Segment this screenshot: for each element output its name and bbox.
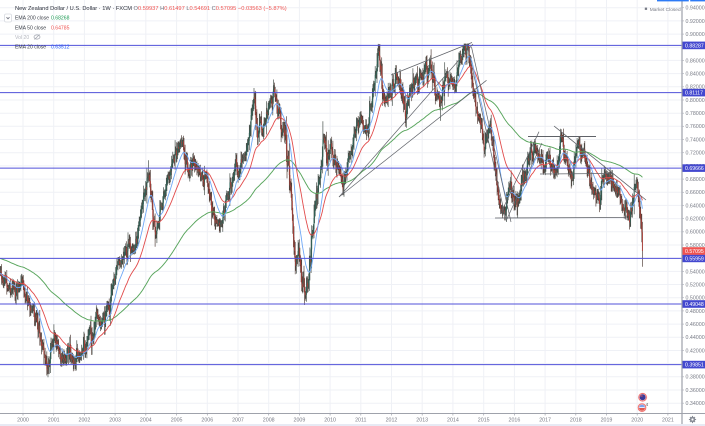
svg-text:2001: 2001 — [48, 417, 60, 423]
svg-text:0.69666: 0.69666 — [685, 166, 704, 172]
svg-text:2012: 2012 — [386, 417, 398, 423]
svg-text:0.55959: 0.55959 — [685, 256, 704, 262]
svg-text:0.36000: 0.36000 — [686, 388, 705, 394]
svg-text:EMA 50 close 0.64785: EMA 50 close 0.64785 — [15, 25, 70, 31]
svg-text:0.57095: 0.57095 — [685, 249, 704, 255]
svg-text:2014: 2014 — [447, 417, 459, 423]
svg-text:2021: 2021 — [662, 417, 674, 423]
svg-text:0.50000: 0.50000 — [686, 296, 705, 302]
svg-text:2018: 2018 — [570, 417, 582, 423]
svg-text:2006: 2006 — [201, 417, 213, 423]
svg-text:EMA 20 close 0.63512: EMA 20 close 0.63512 — [15, 45, 70, 51]
svg-text:0.52000: 0.52000 — [686, 282, 705, 288]
svg-text:0.48000: 0.48000 — [686, 309, 705, 315]
svg-text:0.72000: 0.72000 — [686, 151, 705, 157]
svg-text:4: 4 — [646, 402, 649, 407]
svg-text:0.80000: 0.80000 — [686, 98, 705, 104]
svg-text:0.62000: 0.62000 — [686, 217, 705, 223]
svg-text:0.86000: 0.86000 — [686, 58, 705, 64]
svg-text:2010: 2010 — [324, 417, 336, 423]
svg-text:2011: 2011 — [355, 417, 366, 423]
svg-text:2017: 2017 — [539, 417, 551, 423]
svg-text:0.94000: 0.94000 — [686, 6, 705, 12]
svg-text:0.74000: 0.74000 — [686, 137, 705, 143]
svg-text:Vol 20: Vol 20 — [15, 35, 29, 41]
svg-text:2004: 2004 — [140, 417, 152, 423]
svg-text:0.68000: 0.68000 — [686, 177, 705, 183]
svg-text:0.54000: 0.54000 — [686, 269, 705, 275]
svg-text:2007: 2007 — [232, 417, 244, 423]
svg-text:2005: 2005 — [171, 417, 183, 423]
svg-text:EMA 200 close 0.68268: EMA 200 close 0.68268 — [15, 15, 70, 21]
svg-text:2000: 2000 — [17, 417, 29, 423]
svg-text:0.34000: 0.34000 — [686, 401, 705, 407]
svg-text:0.42000: 0.42000 — [686, 348, 705, 354]
svg-text:2013: 2013 — [416, 417, 428, 423]
svg-text:0.76000: 0.76000 — [686, 124, 705, 130]
svg-text:0.88287: 0.88287 — [685, 43, 704, 49]
svg-text:2016: 2016 — [509, 417, 521, 423]
svg-text:0.49048: 0.49048 — [685, 302, 704, 308]
svg-text:0.39851: 0.39851 — [685, 363, 704, 369]
svg-text:0.64000: 0.64000 — [686, 203, 705, 209]
svg-text:0.92000: 0.92000 — [686, 19, 705, 25]
svg-text:Market Closed: Market Closed — [650, 7, 681, 13]
svg-text:0.82000: 0.82000 — [686, 85, 705, 91]
svg-text:0.81117: 0.81117 — [685, 91, 703, 97]
svg-text:0.44000: 0.44000 — [686, 335, 705, 341]
svg-text:0.60000: 0.60000 — [686, 230, 705, 236]
svg-text:0.66000: 0.66000 — [686, 190, 705, 196]
svg-text:0.78000: 0.78000 — [686, 111, 705, 117]
svg-text:2003: 2003 — [109, 417, 121, 423]
svg-text:0.58000: 0.58000 — [686, 243, 705, 249]
svg-text:2020: 2020 — [631, 417, 643, 423]
svg-text:0.84000: 0.84000 — [686, 72, 705, 78]
svg-text:0.46000: 0.46000 — [686, 322, 705, 328]
svg-text:2008: 2008 — [263, 417, 275, 423]
svg-text:2009: 2009 — [294, 417, 306, 423]
svg-text:2002: 2002 — [79, 417, 91, 423]
svg-text:2015: 2015 — [478, 417, 490, 423]
svg-text:New Zealand Dollar / U.S. Doll: New Zealand Dollar / U.S. Dollar · 1W · … — [15, 6, 287, 12]
svg-text:0.38000: 0.38000 — [686, 375, 705, 381]
svg-text:2019: 2019 — [601, 417, 613, 423]
svg-text:0.90000: 0.90000 — [686, 32, 705, 38]
